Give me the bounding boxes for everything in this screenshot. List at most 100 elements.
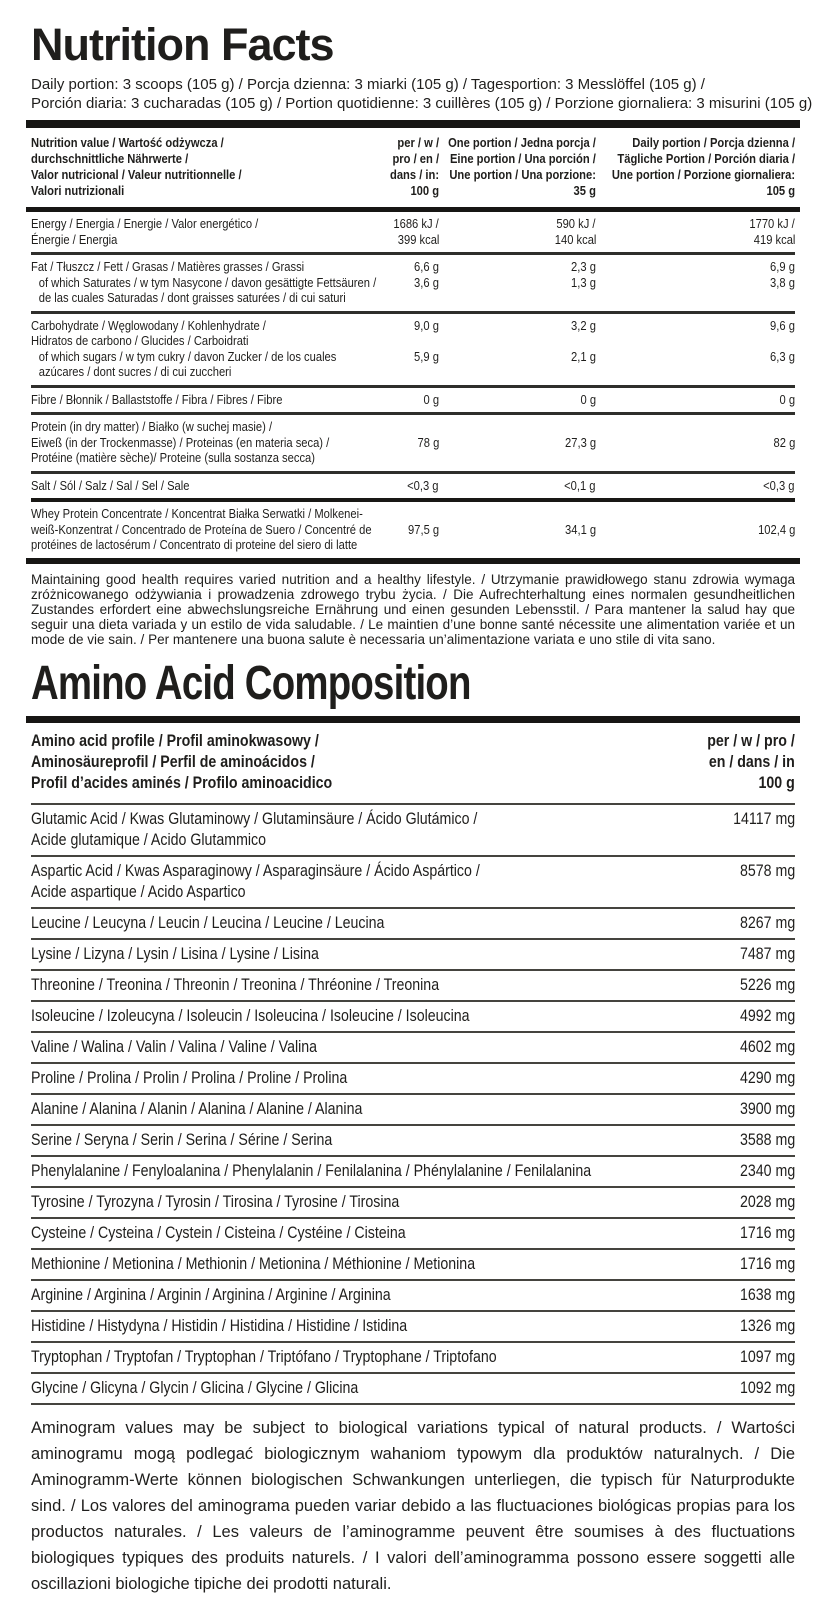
amino-label-line: Methionine / Metionina / Methionin / Met…: [31, 1254, 476, 1273]
value-daily-portion: 6,3 g: [770, 348, 795, 364]
amino-label-line: Leucine / Leucyna / Leucin / Leucina / L…: [31, 913, 385, 932]
amino-label: Glycine / Glicyna / Glycin / Glicina / G…: [31, 1378, 795, 1399]
nutrition-row-fat: Fat / Tłuszcz / Fett / Grasas / Matières…: [31, 255, 795, 314]
amino-value: 8267 mg: [739, 913, 795, 932]
nutrient-label-line: Fat / Tłuszcz / Fett / Grasas / Matières…: [31, 259, 305, 274]
value-one-portion: 590 kJ /: [556, 216, 596, 231]
amino-label: Glutamic Acid / Kwas Glutaminowy / Gluta…: [31, 809, 795, 851]
header-line: 35 g: [573, 183, 596, 198]
header-line: Amino acid profile / Profil aminokwasowy…: [31, 731, 319, 750]
amino-row-aspartic-acid: Aspartic Acid / Kwas Asparaginowy / Aspa…: [31, 857, 795, 909]
nutrient-label-line: Carbohydrate / Węglowodany / Kohlenhydra…: [31, 317, 266, 333]
value-per-100g: <0,3 g: [407, 477, 439, 493]
amino-label-line: Cysteine / Cysteina / Cystein / Cisteina…: [31, 1223, 406, 1242]
amino-label-line: Lysine / Lizyna / Lysin / Lisina / Lysin…: [31, 944, 319, 963]
nutrient-label-line: Salt / Sól / Salz / Sal / Sel / Sale: [31, 477, 190, 493]
value-daily-portion: 3,8 g: [770, 274, 795, 290]
amino-value: 2028 mg: [739, 1192, 795, 1211]
amino-label-line: Valine / Walina / Valin / Valina / Valin…: [31, 1037, 318, 1056]
header-line: Tägliche Portion / Porción diaria /: [617, 151, 795, 166]
amino-value: 1716 mg: [739, 1223, 795, 1242]
amino-row-arginine: Arginine / Arginina / Arginin / Arginina…: [31, 1281, 795, 1312]
value-per-100g: 6,6 g: [414, 259, 439, 274]
value-per-100g: 1686 kJ /: [393, 216, 439, 231]
amino-label: Methionine / Metionina / Methionin / Met…: [31, 1254, 795, 1275]
amino-label: Alanine / Alanina / Alanin / Alanina / A…: [31, 1099, 795, 1120]
value-daily-portion: 102,4 g: [757, 521, 795, 537]
value-one-portion: 0 g: [580, 391, 596, 407]
daily-portion-line-1: Daily portion: 3 scoops (105 g) / Porcja…: [31, 76, 705, 93]
amino-value: 8578 mg: [739, 861, 795, 880]
value-one-portion: 2,1 g: [571, 348, 596, 364]
divider-bar-header: [26, 207, 800, 212]
amino-label: Valine / Walina / Valin / Valina / Valin…: [31, 1037, 795, 1058]
value-one-portion: 2,3 g: [571, 259, 596, 274]
amino-label: Threonine / Treonina / Threonin / Treoni…: [31, 975, 795, 996]
amino-value: 4290 mg: [739, 1068, 795, 1087]
nutrition-facts-title: Nutrition Facts: [31, 19, 335, 70]
nutrition-row-protein: Protein (in dry matter) / Białko (w such…: [31, 415, 795, 474]
nutrient-label-line: Protéine (matière sèche)/ Proteine (sull…: [31, 450, 315, 465]
nutrient-label-line: de las cuales Saturadas / dont graisses …: [38, 290, 346, 305]
amino-label-line: Phenylalanine / Fenyloalanina / Phenylal…: [31, 1161, 592, 1180]
amino-label: Leucine / Leucyna / Leucin / Leucina / L…: [31, 913, 795, 934]
amino-label-line: Tyrosine / Tyrozyna / Tyrosin / Tirosina…: [31, 1192, 400, 1211]
amino-row-valine: Valine / Walina / Valin / Valina / Valin…: [31, 1033, 795, 1064]
amino-row-isoleucine: Isoleucine / Izoleucyna / Isoleucin / Is…: [31, 1002, 795, 1033]
amino-row-tyrosine: Tyrosine / Tyrozyna / Tyrosin / Tirosina…: [31, 1188, 795, 1219]
value-daily-portion: 1770 kJ /: [749, 216, 795, 231]
nutrient-label-line: Hidratos de carbono / Glucides / Carboid…: [31, 333, 249, 348]
amino-header-profile: Amino acid profile / Profil aminokwasowy…: [31, 731, 688, 794]
amino-row-proline: Proline / Prolina / Prolin / Prolina / P…: [31, 1064, 795, 1095]
value-per-100g: 97,5 g: [407, 521, 439, 537]
header-line: Une portion / Porzione giornaliera:: [611, 167, 795, 182]
value-daily-portion: <0,3 g: [763, 477, 795, 493]
nutrition-row-fibre: Fibre / Błonnik / Ballaststoffe / Fibra …: [31, 388, 795, 415]
amino-value: 4602 mg: [739, 1037, 795, 1056]
amino-row-glutamic-acid: Glutamic Acid / Kwas Glutaminowy / Gluta…: [31, 805, 795, 857]
amino-row-phenylalanine: Phenylalanine / Fenyloalanina / Phenylal…: [31, 1157, 795, 1188]
amino-label-line: Serine / Seryna / Serin / Serina / Sérin…: [31, 1130, 333, 1149]
header-line: 100 g: [758, 773, 795, 792]
amino-label-line: Alanine / Alanina / Alanin / Alanina / A…: [31, 1099, 363, 1118]
nutrition-table-body: Energy / Energia / Energie / Valor energ…: [31, 212, 795, 558]
nutrient-label-line: Protein (in dry matter) / Białko (w such…: [31, 419, 273, 434]
amino-label: Isoleucine / Izoleucyna / Isoleucin / Is…: [31, 1006, 795, 1027]
header-line: Une portion / Una porzione:: [449, 167, 596, 182]
amino-row-tryptophan: Tryptophan / Tryptofan / Tryptophan / Tr…: [31, 1343, 795, 1374]
value-daily-portion: 6,9 g: [770, 259, 795, 274]
amino-table-header: Amino acid profile / Profil aminokwasowy…: [31, 723, 795, 805]
divider-bar-amino: [26, 715, 800, 723]
nutrient-label-line: Fibre / Błonnik / Ballaststoffe / Fibra …: [31, 391, 283, 407]
nutrition-header-col-labels: Nutrition value / Wartość odżywcza / dur…: [31, 135, 688, 199]
value-daily-portion: 82 g: [773, 434, 795, 450]
amino-value: 1097 mg: [739, 1347, 795, 1366]
header-line: en / dans / in: [709, 752, 795, 771]
amino-label: Cysteine / Cysteina / Cystein / Cisteina…: [31, 1223, 795, 1244]
amino-value: 1092 mg: [739, 1378, 795, 1397]
header-line: 105 g: [766, 183, 795, 198]
header-line: Daily portion / Porcja dzienna /: [632, 135, 795, 150]
value-one-portion: 140 kcal: [554, 231, 596, 247]
value-one-portion: <0,1 g: [564, 477, 596, 493]
amino-label: Aspartic Acid / Kwas Asparaginowy / Aspa…: [31, 861, 795, 903]
amino-label: Arginine / Arginina / Arginin / Arginina…: [31, 1285, 795, 1306]
amino-value: 3588 mg: [739, 1130, 795, 1149]
amino-value: 3900 mg: [739, 1099, 795, 1118]
nutrient-label-line: Eiweß (in der Trockenmasse) / Proteinas …: [31, 434, 330, 450]
header-line: Valori nutrizionali: [31, 183, 125, 198]
amino-label: Proline / Prolina / Prolin / Prolina / P…: [31, 1068, 795, 1089]
header-line: dans / in:: [389, 167, 439, 182]
nutrient-label-line: of which sugars / w tym cukry / davon Zu…: [38, 348, 337, 364]
value-daily-portion: 419 kcal: [753, 231, 795, 247]
amino-row-methionine: Methionine / Metionina / Methionin / Met…: [31, 1250, 795, 1281]
amino-label: Serine / Seryna / Serin / Serina / Sérin…: [31, 1130, 795, 1151]
nutrition-header-col-one-portion: One portion / Jedna porcja / Eine portio…: [448, 135, 596, 199]
nutrient-label-line: weiß-Konzentrat / Concentrado de Proteín…: [31, 521, 372, 537]
amino-value: 4992 mg: [739, 1006, 795, 1025]
amino-label-line: Acide aspartique / Acido Aspartico: [31, 882, 246, 901]
header-line: One portion / Jedna porcja /: [448, 135, 596, 150]
header-line: durchschnittliche Nährwerte /: [31, 151, 189, 166]
value-daily-portion: 0 g: [779, 391, 795, 407]
header-line: Aminosäureprofil / Perfil de aminoácidos…: [31, 752, 315, 771]
